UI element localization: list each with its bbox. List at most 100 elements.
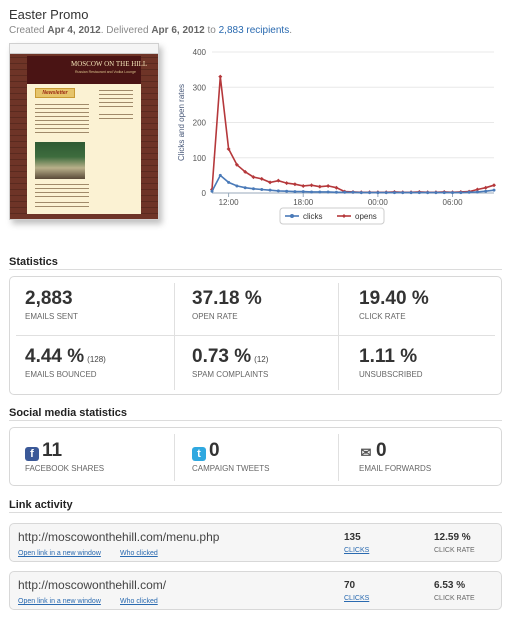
data-point-clicks <box>359 191 363 195</box>
statistics-divider <box>9 269 502 270</box>
y-axis-label: Clicks and open rates <box>177 84 186 161</box>
created-label: Created <box>9 25 45 36</box>
link-row: http://moscowonthehill.com/menu.php Open… <box>9 523 502 562</box>
data-point-opens <box>218 74 223 79</box>
series-line-opens <box>211 76 495 194</box>
preview-text-line <box>35 188 89 189</box>
link-activity-heading: Link activity <box>9 499 73 511</box>
preview-text-line <box>35 120 89 121</box>
link-rate-value: 12.59 % <box>434 532 471 543</box>
preview-text-line <box>35 104 89 105</box>
data-point-clicks <box>334 190 338 194</box>
stat-click-rate: 19.40 % CLICK RATE <box>359 288 429 321</box>
link-clicks-label[interactable]: CLICKS <box>344 547 370 554</box>
preview-text-line <box>35 196 89 197</box>
data-point-clicks <box>260 187 264 191</box>
preview-text-line <box>35 202 89 203</box>
data-point-opens <box>292 182 297 187</box>
delivered-date: Apr 6, 2012 <box>151 25 205 36</box>
social-facebook-shares: f 11 FACEBOOK SHARES <box>25 440 104 473</box>
data-point-clicks <box>210 189 214 193</box>
data-point-opens <box>475 187 480 192</box>
data-point-clicks <box>467 190 471 194</box>
facebook-icon: f <box>25 447 39 461</box>
who-clicked-link[interactable]: Who clicked <box>120 550 158 557</box>
stat-divider <box>174 283 175 390</box>
stat-value: 19.40 % <box>359 288 429 309</box>
y-tick-label: 400 <box>193 48 207 57</box>
campaign-header: Easter Promo Created Apr 4, 2012. Delive… <box>9 7 499 36</box>
preview-logo: MOSCOW ON THE HILL <box>71 60 148 68</box>
delivered-label: . Delivered <box>100 25 149 36</box>
preview-side-line <box>99 114 133 115</box>
data-point-opens <box>483 185 488 190</box>
data-point-clicks <box>326 190 330 194</box>
preview-side-line <box>99 94 133 95</box>
data-point-clicks <box>376 191 380 195</box>
link-row: http://moscowonthehill.com/ Open link in… <box>9 571 502 610</box>
data-point-clicks <box>475 190 479 194</box>
x-tick-label: 06:00 <box>443 198 464 207</box>
data-point-opens <box>276 178 281 183</box>
link-clicks-label[interactable]: CLICKS <box>344 595 370 602</box>
preview-logo-sub: Russian Restaurant and Vodka Lounge <box>75 70 136 74</box>
stat-label: OPEN RATE <box>192 312 238 321</box>
open-link-button[interactable]: Open link in a new window <box>18 598 101 605</box>
who-clicked-link[interactable]: Who clicked <box>120 598 158 605</box>
recipients-link[interactable]: 2,883 recipients <box>218 25 290 36</box>
link-activity-divider <box>9 512 502 513</box>
social-value: 11 <box>42 440 63 461</box>
data-point-clicks <box>492 188 496 192</box>
stat-sub: (128) <box>87 355 106 364</box>
data-point-opens <box>309 183 314 188</box>
stat-label: UNSUBSCRIBED <box>359 370 423 379</box>
stat-value: 4.44 % <box>25 346 85 367</box>
preview-side-line <box>99 90 133 91</box>
social-value: 0 <box>376 440 387 461</box>
preview-photo <box>35 142 85 179</box>
preview-side-line <box>99 118 133 119</box>
data-point-opens <box>259 176 264 181</box>
social-divider <box>9 420 502 421</box>
envelope-icon: ✉ <box>359 445 373 460</box>
data-point-opens <box>334 185 339 190</box>
preview-text-line <box>35 132 89 133</box>
y-tick-label: 300 <box>193 83 207 92</box>
data-point-opens <box>284 181 289 186</box>
preview-text-line <box>35 128 89 129</box>
stat-label: EMAILS SENT <box>25 312 78 321</box>
data-point-opens <box>492 183 496 188</box>
preview-text-line <box>35 206 89 207</box>
legend-label-clicks: clicks <box>303 212 323 221</box>
data-point-clicks <box>235 184 239 188</box>
data-point-clicks <box>293 190 297 194</box>
data-point-clicks <box>243 186 247 190</box>
data-point-opens <box>243 169 248 174</box>
y-tick-label: 200 <box>193 119 207 128</box>
stat-value: 2,883 <box>25 288 73 309</box>
data-point-opens <box>326 183 331 188</box>
preview-topbar <box>10 44 158 54</box>
data-point-clicks <box>268 188 272 192</box>
created-date: Apr 4, 2012 <box>47 25 101 36</box>
legend-label-opens: opens <box>355 212 377 221</box>
campaign-meta: Created Apr 4, 2012. Delivered Apr 6, 20… <box>9 25 499 36</box>
open-link-button[interactable]: Open link in a new window <box>18 550 101 557</box>
stat-value: 0.73 % <box>192 346 252 367</box>
stat-spam-complaints: 0.73 % (12) SPAM COMPLAINTS <box>192 346 268 379</box>
preview-page: Newsletter <box>27 84 141 214</box>
social-heading: Social media statistics <box>9 407 127 419</box>
preview-header: MOSCOW ON THE HILL Russian Restaurant an… <box>27 56 147 84</box>
social-divider-line <box>174 434 175 481</box>
x-tick-label: 18:00 <box>293 198 314 207</box>
link-url: http://moscowonthehill.com/menu.php <box>18 530 220 544</box>
email-preview-thumbnail[interactable]: MOSCOW ON THE HILL Russian Restaurant an… <box>9 43 159 220</box>
data-point-clicks <box>276 189 280 193</box>
preview-side-line <box>99 98 133 99</box>
data-point-clicks <box>368 191 372 195</box>
data-point-clicks <box>227 180 231 184</box>
data-point-clicks <box>442 191 446 195</box>
to-label: to <box>207 25 216 36</box>
data-point-clicks <box>392 191 396 195</box>
data-point-clicks <box>343 190 347 194</box>
